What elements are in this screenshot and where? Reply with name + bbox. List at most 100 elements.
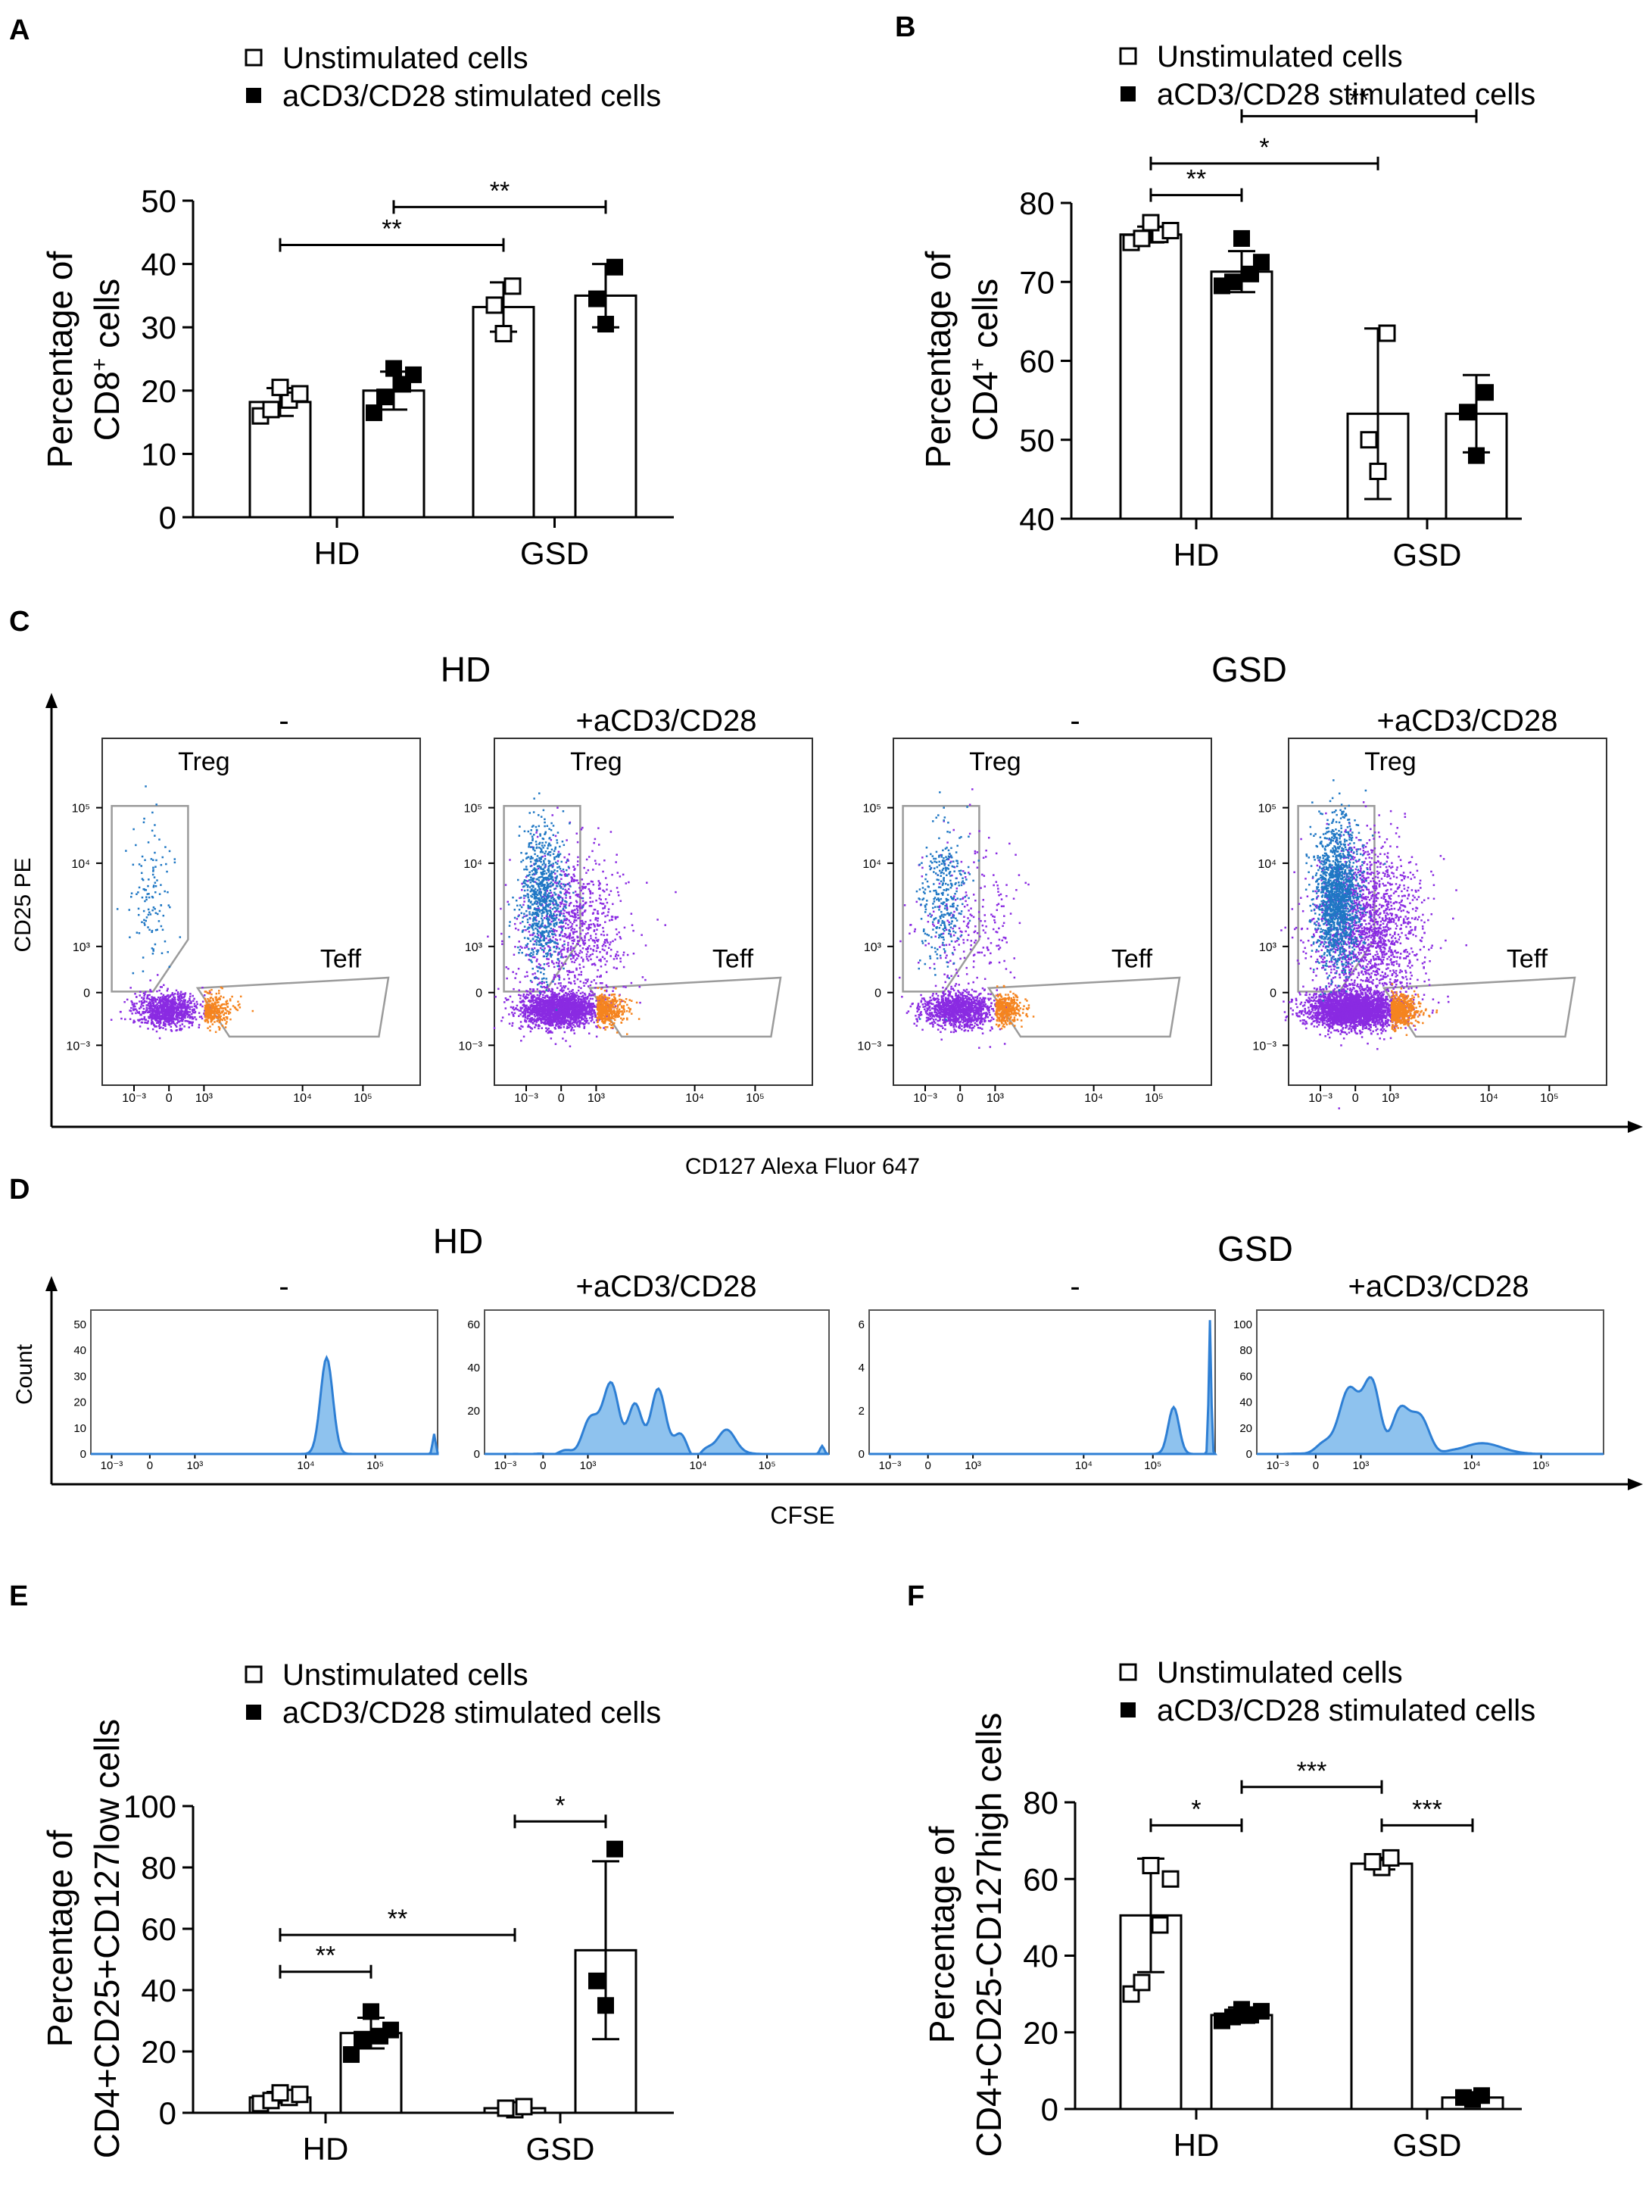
blue-treg-event (523, 885, 525, 888)
purple-activated-event (561, 900, 563, 903)
blue-treg-event (525, 909, 528, 913)
purple-activated-event (612, 940, 614, 943)
orange-teff-event (229, 1008, 232, 1011)
purple-activated-event (575, 953, 578, 956)
purple-event (158, 1018, 161, 1020)
purple-event (540, 1010, 542, 1013)
purple-activated-event (581, 878, 584, 881)
purple-event (550, 1004, 552, 1007)
orange-teff-event (231, 995, 233, 998)
purple-activated-event (586, 883, 589, 885)
purple-event (139, 1000, 141, 1003)
purple-activated-event (583, 922, 586, 925)
orange-teff-event (251, 1009, 254, 1012)
purple-event (135, 996, 138, 998)
purple-activated-event (595, 950, 598, 953)
purple-activated-event (585, 956, 588, 958)
purple-event (525, 995, 527, 998)
purple-activated-event (594, 860, 597, 862)
blue-treg-event (541, 903, 543, 905)
blue-treg-event (143, 924, 146, 926)
blue-treg-event (538, 860, 541, 862)
orange-teff-event (223, 996, 225, 999)
purple-event (154, 998, 157, 1001)
purple-event (553, 997, 556, 999)
purple-activated-event (581, 951, 583, 953)
purple-activated-event (601, 913, 603, 915)
data-point-stimulated (405, 366, 422, 383)
purple-event (553, 1003, 556, 1005)
purple-event (556, 1002, 559, 1005)
purple-activated-event (604, 877, 607, 879)
purple-event (550, 993, 553, 996)
purple-activated-event (572, 936, 575, 938)
purple-event (581, 1007, 584, 1009)
purple-event (574, 1011, 576, 1014)
purple-event (550, 1031, 553, 1034)
blue-treg-event (530, 855, 532, 858)
purple-event (556, 998, 558, 1000)
purple-activated-event (564, 956, 566, 958)
blue-treg-event (543, 939, 546, 941)
purple-activated-event (589, 892, 592, 895)
y-axis-label: Percentage of CD4+ cells (918, 251, 1005, 469)
purple-activated-event (598, 897, 601, 900)
purple-event (578, 1005, 580, 1007)
blue-treg-event (550, 822, 553, 825)
blue-treg-event (151, 953, 154, 955)
purple-activated-event (563, 935, 566, 938)
purple-event (528, 991, 531, 994)
purple-activated-event (550, 838, 553, 841)
y-tick-label: 100 (123, 1789, 176, 1824)
purple-activated-event (560, 869, 563, 872)
purple-event (574, 1003, 577, 1006)
purple-event (154, 1006, 157, 1009)
purple-event (519, 1009, 522, 1012)
purple-event (552, 1017, 554, 1020)
purple-activated-event (609, 955, 612, 957)
purple-event (569, 1008, 572, 1011)
blue-treg-event (530, 955, 532, 957)
purple-event (568, 1026, 570, 1029)
purple-event (569, 1012, 572, 1015)
purple-event (532, 996, 535, 999)
purple-event (558, 1022, 560, 1024)
c-x-tick-label: 10⁵ (746, 1092, 764, 1105)
purple-activated-event (547, 939, 550, 942)
purple-event (176, 1022, 179, 1025)
orange-teff-event (207, 1017, 210, 1019)
purple-event (167, 1020, 170, 1022)
purple-event (175, 1016, 178, 1019)
purple-activated-event (563, 948, 566, 951)
orange-teff-event (214, 1031, 217, 1034)
blue-treg-event (532, 919, 535, 921)
purple-event (541, 996, 544, 999)
purple-activated-event (573, 961, 575, 963)
purple-activated-event (568, 978, 570, 980)
purple-event (547, 1018, 549, 1021)
purple-event (543, 991, 546, 994)
purple-event (154, 1009, 157, 1012)
purple-activated-event (615, 967, 618, 970)
purple-activated-event (572, 873, 575, 876)
purple-activated-event (581, 947, 584, 950)
purple-activated-event (566, 891, 569, 894)
purple-event (172, 1013, 175, 1016)
purple-event (156, 990, 158, 993)
purple-activated-event (541, 855, 544, 858)
purple-event (552, 1016, 554, 1018)
x-category-label: GSD (1392, 537, 1461, 572)
purple-event (175, 1013, 178, 1016)
blue-treg-event (531, 903, 534, 906)
purple-event (593, 1004, 596, 1007)
purple-activated-event (622, 951, 625, 954)
purple-event (178, 1002, 181, 1004)
blue-treg-event (161, 952, 164, 955)
purple-activated-event (603, 890, 606, 893)
purple-activated-event (563, 932, 566, 935)
purple-event (184, 1008, 187, 1010)
purple-activated-event (549, 953, 551, 955)
purple-event (165, 1020, 168, 1023)
purple-activated-event (578, 940, 581, 942)
